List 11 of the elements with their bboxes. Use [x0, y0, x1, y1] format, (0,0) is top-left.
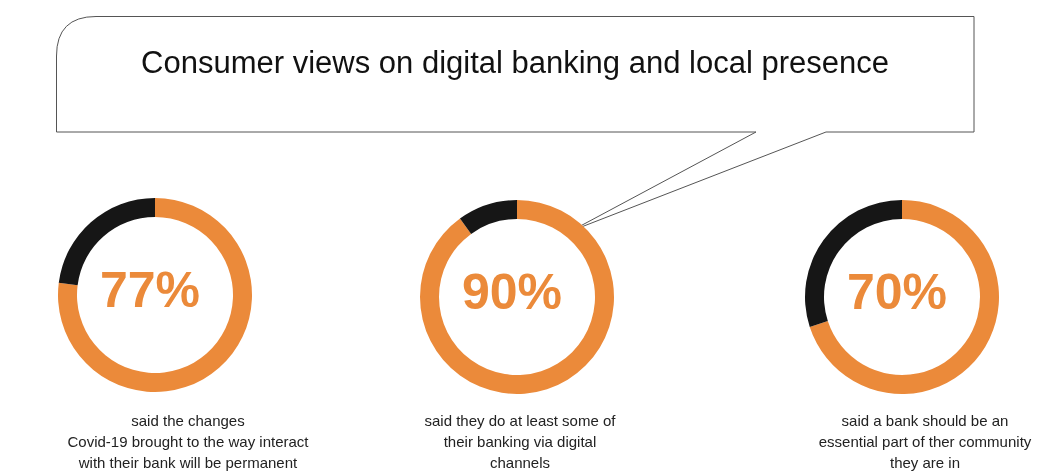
donut-slice: [809, 200, 999, 394]
text: said the changes Covid-19 brought to the way interact with their bank will be permanent: [66, 411, 310, 473]
text: said a bank should be an essential part of ther community they are in: [817, 411, 1033, 473]
donut-slice: [58, 198, 252, 392]
text: 90%: [461, 263, 563, 321]
text: 70%: [846, 263, 948, 321]
donut-slice: [459, 200, 517, 234]
text: 77%: [99, 261, 201, 319]
text: said they do at least some of their banking via digital channels: [423, 411, 617, 473]
donut-slice: [420, 200, 614, 394]
text: Consumer views on digital banking and local presence: [140, 45, 890, 81]
